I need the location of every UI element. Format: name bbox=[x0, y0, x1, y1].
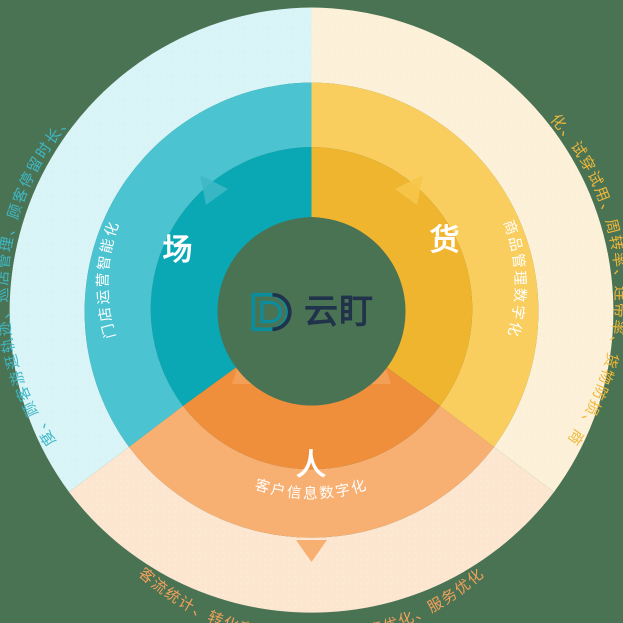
segment-ren-outer-band-texture bbox=[69, 447, 554, 613]
segment-chang-inner-band bbox=[150, 147, 312, 406]
segment-chang-mid-band bbox=[84, 82, 312, 447]
segment-chang-chevron bbox=[200, 175, 228, 205]
segment-chang[interactable]: 场 bbox=[9, 7, 312, 493]
segment-huo-label: 货 bbox=[430, 223, 461, 257]
segment-ren-arrow-down bbox=[296, 540, 327, 562]
segment-ren-label: 人 bbox=[296, 449, 327, 482]
segment-huo-chevron bbox=[395, 175, 423, 205]
center-hub bbox=[217, 217, 406, 406]
segment-ren-mid-band bbox=[129, 406, 494, 538]
segment-ren[interactable]: 人 bbox=[69, 366, 554, 613]
segment-huo[interactable]: 货 bbox=[311, 7, 614, 493]
segment-huo-outer-band-texture bbox=[311, 7, 614, 492]
segment-huo-mid-band bbox=[311, 82, 539, 447]
segment-huo-inner-band bbox=[311, 147, 473, 406]
segment-chang-label: 场 bbox=[163, 234, 194, 267]
segment-chang-outer-band-texture bbox=[9, 7, 312, 492]
segment-ren-inner-band bbox=[183, 366, 440, 470]
